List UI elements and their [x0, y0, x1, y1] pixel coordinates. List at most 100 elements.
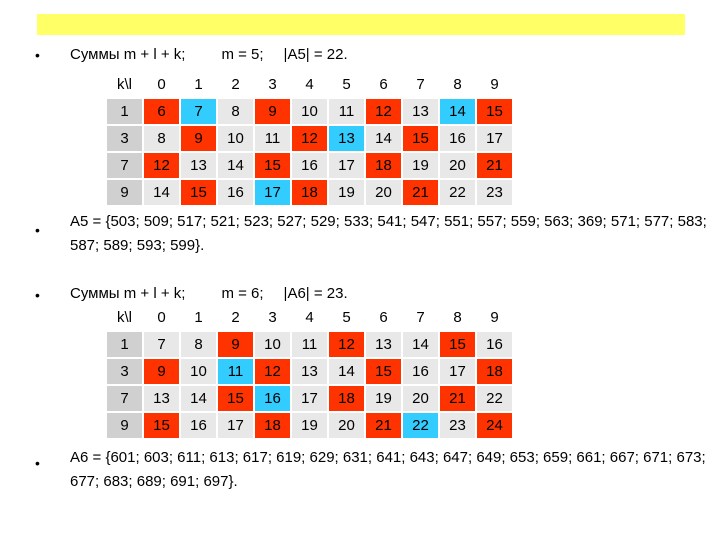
- cell-red: 21: [476, 152, 514, 180]
- column-header: 7: [402, 72, 440, 99]
- cell-red: 18: [328, 385, 366, 413]
- cell: 13: [365, 331, 403, 359]
- cell-red: 12: [291, 125, 329, 153]
- cell-red: 9: [217, 331, 255, 359]
- cell-red: 21: [365, 412, 403, 440]
- sum-heading-2: Суммы m + l + k; m = 6; |A6| = 23.: [70, 284, 348, 304]
- cell: 19: [291, 412, 329, 440]
- row-header: 9: [107, 412, 144, 440]
- cell-red: 18: [365, 152, 403, 180]
- column-header: 2: [217, 305, 255, 332]
- table-row: 9 14 15 16 17 18 19 20 21 22 23: [107, 179, 514, 207]
- row-header: 1: [107, 98, 144, 126]
- cell: 23: [439, 412, 477, 440]
- row-header: 1: [107, 331, 144, 359]
- table-row: 1 7 8 9 10 11 12 13 14 15 16: [107, 331, 514, 359]
- cell-red: 15: [180, 179, 218, 207]
- column-header: 7: [402, 305, 440, 332]
- bullet: •: [35, 47, 40, 63]
- cell: 14: [365, 125, 403, 153]
- cell-red: 15: [365, 358, 403, 386]
- cell-red: 12: [365, 98, 403, 126]
- set-size: |A5| = 22.: [283, 46, 348, 63]
- cell: 11: [254, 125, 292, 153]
- cell: 11: [328, 98, 366, 126]
- cell: 10: [291, 98, 329, 126]
- cell-blue: 7: [180, 98, 218, 126]
- sums-table-2: k\l 0 1 2 3 4 5 6 7 8 9 1 7 8 9 10 11 12 13 14 15 16 3 9 10 11 12 1…: [107, 305, 514, 440]
- cell: 10: [180, 358, 218, 386]
- bullet: •: [35, 222, 40, 238]
- cell-red: 15: [402, 125, 440, 153]
- cell: 17: [291, 385, 329, 413]
- row-header: 7: [107, 385, 144, 413]
- column-header: 9: [476, 305, 514, 332]
- column-header: 1: [180, 72, 218, 99]
- cell-red: 12: [143, 152, 181, 180]
- row-header: 3: [107, 125, 144, 153]
- column-header: 3: [254, 72, 292, 99]
- sums-table-1: k\l 0 1 2 3 4 5 6 7 8 9 1 6 7 8 9 10 11 12 13 14 15 3 8 9 10 11 12 1…: [107, 72, 514, 207]
- m-value: m = 6;: [221, 285, 264, 302]
- column-header: 4: [291, 305, 329, 332]
- sum-label: Суммы m + l + k;: [70, 285, 186, 302]
- column-header: 5: [328, 305, 366, 332]
- cell: 14: [143, 179, 181, 207]
- column-header: 1: [180, 305, 218, 332]
- cell-red: 9: [180, 125, 218, 153]
- cell: 13: [143, 385, 181, 413]
- column-header: 0: [143, 305, 181, 332]
- cell: 14: [402, 331, 440, 359]
- cell-blue: 22: [402, 412, 440, 440]
- cell: 7: [143, 331, 181, 359]
- cell-red: 18: [291, 179, 329, 207]
- cell: 20: [328, 412, 366, 440]
- column-header: 2: [217, 72, 255, 99]
- cell: 19: [328, 179, 366, 207]
- cell-blue: 16: [254, 385, 292, 413]
- cell: 20: [365, 179, 403, 207]
- m-value: m = 5;: [221, 46, 264, 63]
- cell: 22: [476, 385, 514, 413]
- cell: 16: [217, 179, 255, 207]
- row-header: 3: [107, 358, 144, 386]
- sum-label: Суммы m + l + k;: [70, 46, 186, 63]
- table-row: 3 8 9 10 11 12 13 14 15 16 17: [107, 125, 514, 153]
- cell-red: 24: [476, 412, 514, 440]
- column-header: 6: [365, 72, 403, 99]
- table-row: 7 12 13 14 15 16 17 18 19 20 21: [107, 152, 514, 180]
- cell: 16: [402, 358, 440, 386]
- cell: 10: [254, 331, 292, 359]
- cell-red: 15: [254, 152, 292, 180]
- column-header: 8: [439, 305, 477, 332]
- cell-red: 18: [254, 412, 292, 440]
- table-row: 3 9 10 11 12 13 14 15 16 17 18: [107, 358, 514, 386]
- cell: 16: [439, 125, 477, 153]
- cell: 22: [439, 179, 477, 207]
- cell: 8: [180, 331, 218, 359]
- cell: 19: [365, 385, 403, 413]
- set-a6: A6 = {601; 603; 611; 613; 617; 619; 629;…: [70, 449, 706, 490]
- cell: 17: [217, 412, 255, 440]
- cell-red: 15: [217, 385, 255, 413]
- cell-red: 21: [439, 385, 477, 413]
- cell: 13: [180, 152, 218, 180]
- cell-red: 18: [476, 358, 514, 386]
- cell-red: 15: [143, 412, 181, 440]
- column-header: 8: [439, 72, 477, 99]
- corner-header: k\l: [107, 305, 144, 332]
- header-row: k\l 0 1 2 3 4 5 6 7 8 9: [107, 305, 514, 332]
- row-header: 9: [107, 179, 144, 207]
- table-row: 9 15 16 17 18 19 20 21 22 23 24: [107, 412, 514, 440]
- column-header: 3: [254, 305, 292, 332]
- cell-red: 12: [328, 331, 366, 359]
- cell: 13: [291, 358, 329, 386]
- column-header: 5: [328, 72, 366, 99]
- column-header: 9: [476, 72, 514, 99]
- row-header: 7: [107, 152, 144, 180]
- cell-red: 15: [439, 331, 477, 359]
- set-size: |A6| = 23.: [283, 285, 348, 302]
- cell-red: 9: [254, 98, 292, 126]
- cell-blue: 11: [217, 358, 255, 386]
- cell: 8: [143, 125, 181, 153]
